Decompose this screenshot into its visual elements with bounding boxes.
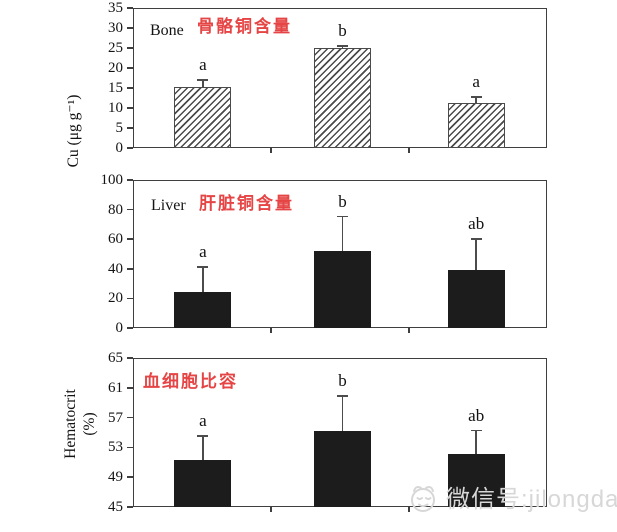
significance-label: ab [468,405,485,425]
y-tick [127,127,133,129]
y-tick-label: 45 [108,499,123,515]
error-bar-cap [197,265,209,268]
y-tick-label: 5 [115,120,124,136]
error-bar-line [475,237,478,271]
error-bar-cap [336,215,348,218]
error-bar-cap [470,237,482,240]
y-tick [127,446,133,449]
bar [313,48,371,148]
y-tick-label: 20 [108,290,123,307]
x-tick [270,148,272,153]
error-bar-cap [336,45,348,47]
bar [313,251,371,328]
bar [174,292,232,328]
y-tick-label: 100 [100,172,124,188]
bar [447,270,505,328]
error-bar-line [202,434,204,461]
x-tick [270,507,272,512]
y-tick [127,47,133,49]
y-tick [127,327,133,329]
y-tick [127,297,133,300]
error-bar-line [475,96,478,103]
y-tick [127,506,133,508]
y-tick [127,238,133,240]
significance-label: ab [468,213,485,233]
error-bar-cap [470,96,482,98]
y-tick-label: 57 [108,409,123,426]
error-bar-line [341,395,344,431]
bar [447,102,505,148]
significance-label: b [338,21,347,41]
y-tick [127,7,133,9]
y-tick-label: 60 [108,231,123,248]
significance-label: a [199,241,207,261]
y-tick-label: 25 [108,40,123,56]
y-tick-label: 10 [108,100,123,116]
significance-label: a [199,410,207,430]
y-tick [127,27,133,29]
bar [313,431,371,507]
error-bar-line [475,429,478,455]
x-tick [270,328,272,333]
x-tick [408,148,410,153]
y-tick-label: 65 [108,350,123,366]
y-tick-label: 20 [108,60,123,76]
y-tick [127,357,133,359]
y-tick-label: 80 [108,201,123,218]
error-bar-cap [470,429,482,432]
y-tick-label: 40 [108,260,123,277]
panel-title-zh: 肝脏铜含量 [199,194,294,213]
panel-title-zh: 骨骼铜含量 [197,17,292,36]
panel-label-en: Bone [150,22,184,39]
panel-label-en: Liver [151,197,186,214]
y-tick-label: 49 [108,469,123,486]
y-tick-label: 30 [108,20,123,36]
y-tick-label: 0 [115,320,124,336]
error-bar-cap [336,395,348,398]
x-tick [408,328,410,333]
y-tick [127,268,133,270]
error-bar-line [341,215,344,252]
bar [174,87,232,148]
y-tick [127,147,133,149]
significance-label: a [472,72,480,91]
panel-title-zh: 血细胞比容 [143,372,238,391]
error-bar-cap [197,79,209,81]
y-tick [127,179,133,181]
error-bar-line [202,265,204,293]
y-tick-label: 0 [115,140,124,156]
y-tick-label: 53 [108,439,123,456]
y-axis-label-hematocrit: Hematocrit [62,389,79,459]
y-tick [127,416,133,419]
significance-label: b [338,191,347,211]
y-tick [127,387,133,389]
bar [174,460,232,507]
significance-label: a [199,55,207,75]
y-tick [127,476,133,478]
y-tick-label: 15 [108,80,123,96]
y-tick [127,87,133,89]
bar [447,454,505,507]
y-tick [127,208,133,211]
significance-label: b [338,371,347,391]
y-axis-label-cu: Cu (μg g⁻¹) [65,94,82,168]
y-tick-label: 61 [108,379,123,396]
error-bar-line [202,79,204,88]
y-tick [127,107,133,109]
error-bar-cap [197,434,209,437]
y-tick-label: 35 [108,0,123,16]
y-tick [127,67,133,69]
x-tick [408,507,410,512]
